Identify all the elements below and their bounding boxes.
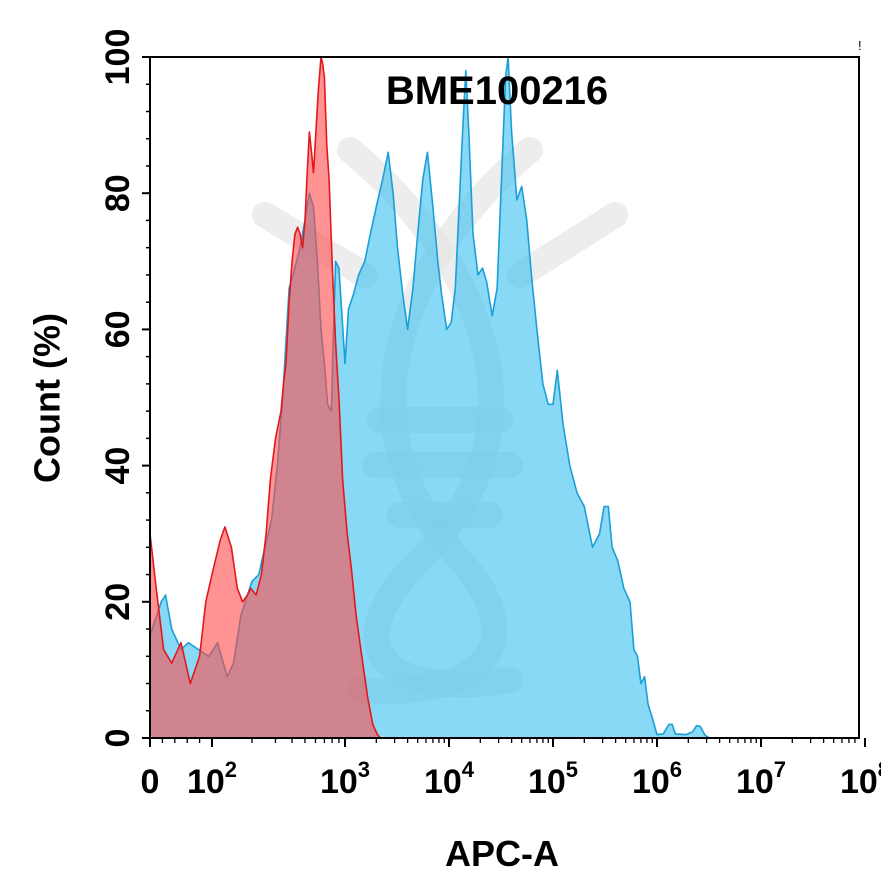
y-tick-label: 100 [99,29,137,86]
x-tick-label: 0 [141,763,160,801]
x-tick-label: 108 [840,757,881,801]
axes-layer: 0 20 40 60 80 100 0 102 103 104 105 106 107 108 [99,29,881,801]
series-layer [149,56,710,739]
y-tick-label: 80 [99,174,137,212]
plot-frame [149,56,860,739]
series-1-area [150,57,381,738]
y-tick-label: 60 [99,310,137,348]
y-tick-label: 40 [99,447,137,485]
y-tick-label: 20 [99,583,137,621]
corner-mark: ! [858,38,862,53]
x-axis-label: APC-A [445,833,559,874]
x-tick-label: 102 [187,757,237,801]
y-tick-label: 0 [99,729,137,748]
series-1-line [149,56,382,739]
y-axis-label: Count (%) [27,313,68,483]
x-tick-label: 105 [528,757,578,801]
chart-title: BME100216 [386,69,608,113]
x-tick-label: 106 [632,757,682,801]
x-tick-label: 104 [424,757,475,801]
x-tick-label: 107 [736,757,786,801]
x-tick-label: 103 [320,757,370,801]
